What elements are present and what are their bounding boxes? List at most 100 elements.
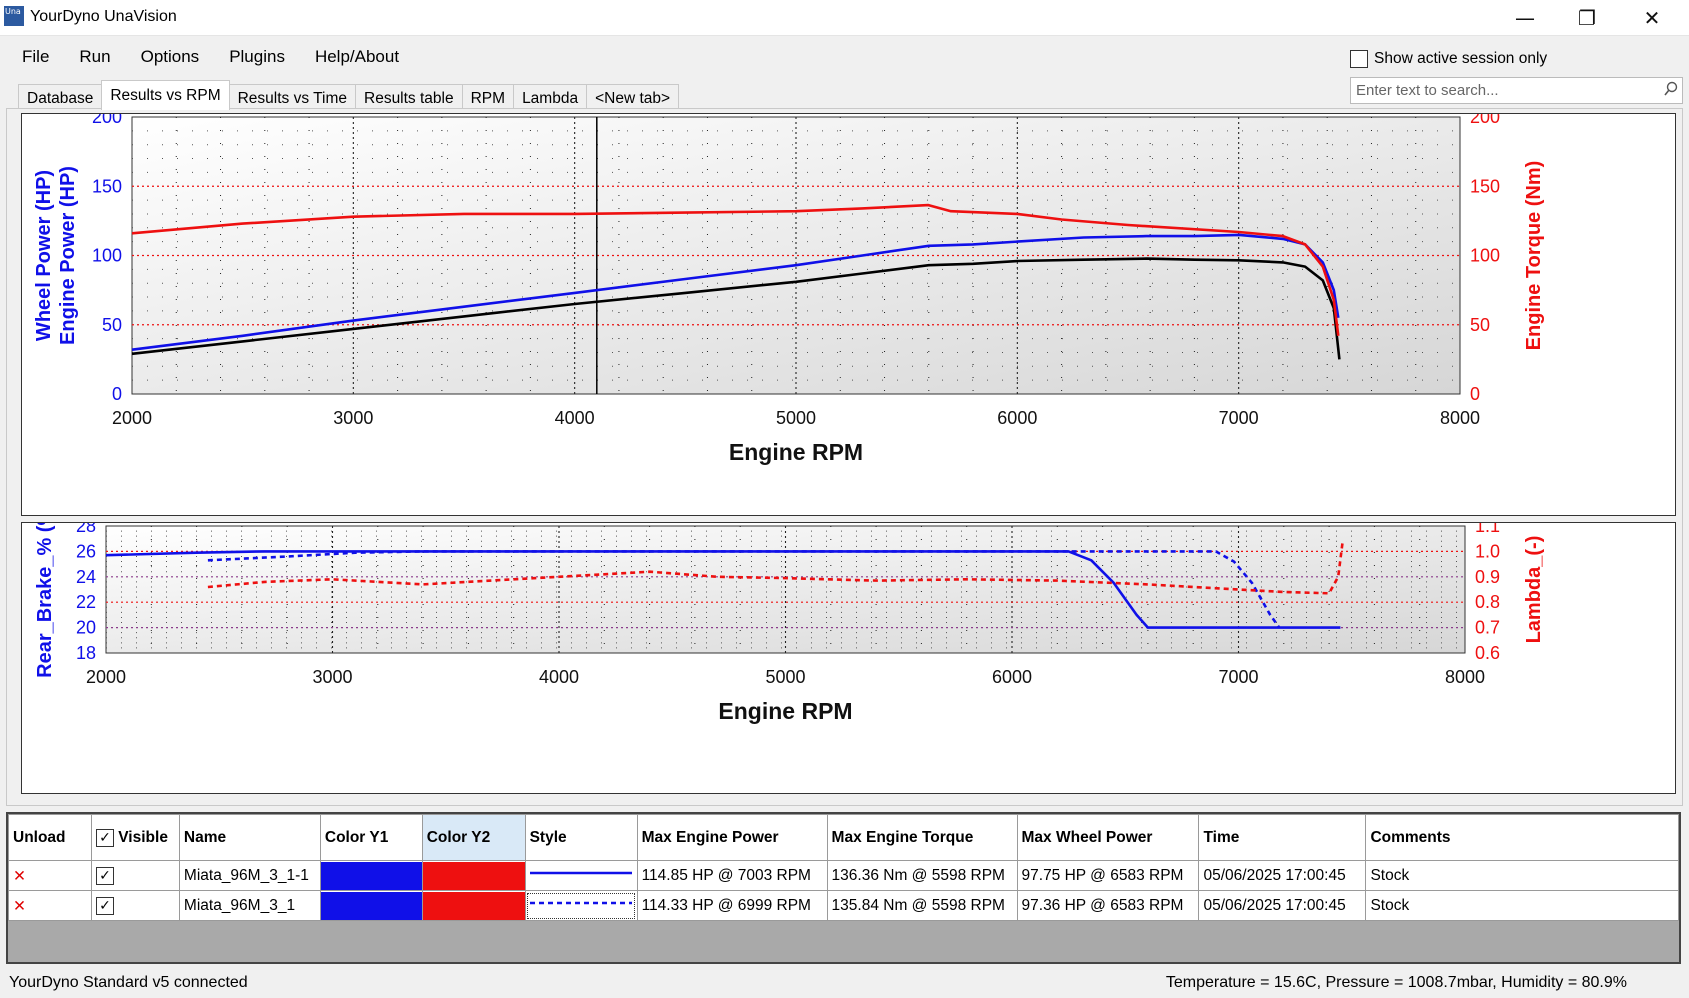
tab-lambda[interactable]: Lambda bbox=[513, 84, 588, 110]
y-right-tick-label: 0.9 bbox=[1475, 567, 1500, 587]
show-active-session-checkbox[interactable] bbox=[1350, 50, 1368, 68]
max-engine-torque: 136.36 Nm @ 5598 RPM bbox=[826, 860, 1018, 891]
power-torque-chart[interactable]: 2000 3000 4000 5000 6000 7000 8000 0 50 100 150 200… bbox=[21, 107, 1676, 516]
unload-run-button[interactable]: ✕ bbox=[8, 860, 92, 891]
runs-table-panel: Unload ✓ Visible Name Color Y1 Color Y2 … bbox=[6, 812, 1681, 964]
col-color-y1[interactable]: Color Y1 bbox=[319, 814, 423, 861]
run-name[interactable]: Miata_96M_3_1-1 bbox=[178, 860, 321, 891]
max-wheel-power: 97.75 HP @ 6583 RPM bbox=[1016, 860, 1200, 891]
power-torque-chart-svg[interactable]: 2000 3000 4000 5000 6000 7000 8000050100150200… bbox=[22, 107, 1675, 515]
run-comments[interactable]: Stock bbox=[1365, 890, 1679, 921]
search-input[interactable] bbox=[1351, 78, 1651, 103]
series-line-rear-brake-run-2 bbox=[207, 550, 1281, 629]
x-tick-label: 7000 bbox=[1219, 408, 1259, 428]
col-comments[interactable]: Comments bbox=[1365, 814, 1679, 861]
run-comments[interactable]: Stock bbox=[1365, 860, 1679, 891]
y-left-tick-label: 0 bbox=[112, 384, 122, 404]
color-y2-swatch[interactable] bbox=[421, 890, 526, 921]
title-bar: Una YourDyno UnaVision — ❐ ✕ bbox=[0, 0, 1689, 36]
table-row[interactable]: ✕ ✓ Miata_96M_3_1 114.33 HP @ 6999 RPM 1… bbox=[8, 890, 1679, 921]
minimize-button[interactable]: — bbox=[1495, 0, 1555, 36]
y-right-tick-label: 100 bbox=[1470, 246, 1500, 266]
y-right-tick-label: 0.6 bbox=[1475, 643, 1500, 663]
tab-new[interactable]: <New tab> bbox=[586, 84, 680, 110]
col-time[interactable]: Time bbox=[1198, 814, 1367, 861]
y-left-tick-label: 50 bbox=[102, 315, 122, 335]
visible-checkbox[interactable]: ✓ bbox=[95, 866, 114, 885]
x-tick-label: 5000 bbox=[765, 667, 805, 687]
menu-bar: File Run Options Plugins Help/About bbox=[6, 40, 413, 72]
app-logo-icon: Una bbox=[4, 6, 24, 26]
y-left-axis-title: Engine Power (HP) bbox=[57, 166, 79, 345]
restore-button[interactable]: ❐ bbox=[1557, 0, 1617, 36]
restore-icon: ❐ bbox=[1578, 6, 1596, 30]
search-icon[interactable] bbox=[1664, 81, 1678, 101]
tab-rpm[interactable]: RPM bbox=[461, 84, 515, 110]
brake-lambda-chart-svg[interactable]: 2000 3000 4000 5000 6000 7000 8000 18 20 22 24 26 28… bbox=[22, 501, 1675, 793]
table-header-row: Unload ✓ Visible Name Color Y1 Color Y2 … bbox=[8, 814, 1679, 861]
y-right-tick-label: 150 bbox=[1470, 176, 1500, 196]
visible-all-checkbox[interactable]: ✓ bbox=[95, 828, 114, 847]
close-icon: ✕ bbox=[1643, 6, 1661, 30]
x-tick-label: 4000 bbox=[555, 408, 595, 428]
col-max-engine-power[interactable]: Max Engine Power bbox=[636, 814, 828, 861]
unload-run-button[interactable]: ✕ bbox=[8, 890, 92, 921]
table-row[interactable]: ✕ ✓ Miata_96M_3_1-1 114.85 HP @ 7003 RPM… bbox=[8, 860, 1679, 891]
line-style-cell[interactable] bbox=[524, 860, 638, 891]
x-tick-label: 4000 bbox=[539, 667, 579, 687]
menu-run[interactable]: Run bbox=[79, 47, 111, 66]
y-right-tick-label: 0.8 bbox=[1475, 592, 1500, 612]
col-visible[interactable]: ✓ Visible bbox=[90, 814, 180, 861]
x-tick-label: 5000 bbox=[776, 408, 816, 428]
x-tick-label: 3000 bbox=[312, 667, 352, 687]
y-left-tick-label: 18 bbox=[76, 643, 96, 663]
menu-file[interactable]: File bbox=[22, 47, 50, 66]
col-max-engine-torque[interactable]: Max Engine Torque bbox=[826, 814, 1018, 861]
color-y2-swatch[interactable] bbox=[421, 860, 526, 891]
menu-plugins[interactable]: Plugins bbox=[229, 47, 285, 66]
close-button[interactable]: ✕ bbox=[1622, 0, 1682, 36]
y-left-axis-title: Wheel Power (HP) bbox=[33, 170, 55, 341]
visible-checkbox[interactable]: ✓ bbox=[95, 896, 114, 915]
show-active-session-toggle[interactable]: Show active session only bbox=[1350, 50, 1547, 68]
menu-help-about[interactable]: Help/About bbox=[314, 47, 400, 66]
col-name[interactable]: Name bbox=[178, 814, 321, 861]
visible-cell: ✓ bbox=[90, 890, 180, 921]
max-engine-power: 114.33 HP @ 6999 RPM bbox=[636, 890, 828, 921]
y-right-axis-title: Engine Torque (Nm) bbox=[1523, 161, 1545, 351]
col-max-wheel-power[interactable]: Max Wheel Power bbox=[1016, 814, 1200, 861]
runs-table: Unload ✓ Visible Name Color Y1 Color Y2 … bbox=[8, 814, 1679, 921]
col-color-y2[interactable]: Color Y2 bbox=[421, 814, 526, 861]
tab-results-vs-rpm[interactable]: Results vs RPM bbox=[101, 80, 230, 110]
y-right-tick-label: 1.0 bbox=[1475, 541, 1500, 561]
tab-results-vs-time[interactable]: Results vs Time bbox=[228, 84, 356, 110]
y-left-tick-label: 150 bbox=[92, 176, 122, 196]
visible-cell: ✓ bbox=[90, 860, 180, 891]
x-axis-title: Engine RPM bbox=[718, 698, 852, 724]
color-y1-swatch[interactable] bbox=[319, 860, 423, 891]
y-right-axis-title: Lambda_(-) bbox=[1523, 536, 1545, 644]
x-tick-label: 8000 bbox=[1445, 667, 1485, 687]
brake-lambda-chart[interactable]: 2000 3000 4000 5000 6000 7000 8000 18 20 22 24 26 28… bbox=[21, 501, 1676, 794]
y-right-tick-label: 1.1 bbox=[1475, 523, 1500, 536]
color-y1-swatch[interactable] bbox=[319, 890, 423, 921]
tab-database[interactable]: Database bbox=[18, 84, 103, 110]
x-tick-label: 3000 bbox=[333, 408, 373, 428]
x-axis-title: Engine RPM bbox=[729, 439, 863, 465]
col-unload[interactable]: Unload bbox=[8, 814, 92, 861]
show-active-session-label: Show active session only bbox=[1374, 50, 1548, 67]
environment-readout: Temperature = 15.6C, Pressure = 1008.7mb… bbox=[1165, 974, 1627, 991]
line-style-cell[interactable] bbox=[524, 890, 638, 921]
minimize-icon: — bbox=[1515, 6, 1535, 30]
y-left-tick-label: 20 bbox=[76, 618, 96, 638]
col-style[interactable]: Style bbox=[524, 814, 638, 861]
search-box bbox=[1350, 77, 1683, 104]
y-right-tick-label: 0.7 bbox=[1475, 618, 1500, 638]
run-name[interactable]: Miata_96M_3_1 bbox=[178, 890, 321, 921]
tab-results-table[interactable]: Results table bbox=[355, 84, 463, 110]
x-tick-label: 8000 bbox=[1440, 408, 1480, 428]
menu-options[interactable]: Options bbox=[140, 47, 200, 66]
series-line-lambda-run-2 bbox=[207, 541, 1344, 595]
series-line-engine-torque bbox=[131, 203, 1340, 336]
status-bar: YourDyno Standard v5 connected Temperatu… bbox=[0, 968, 1689, 998]
